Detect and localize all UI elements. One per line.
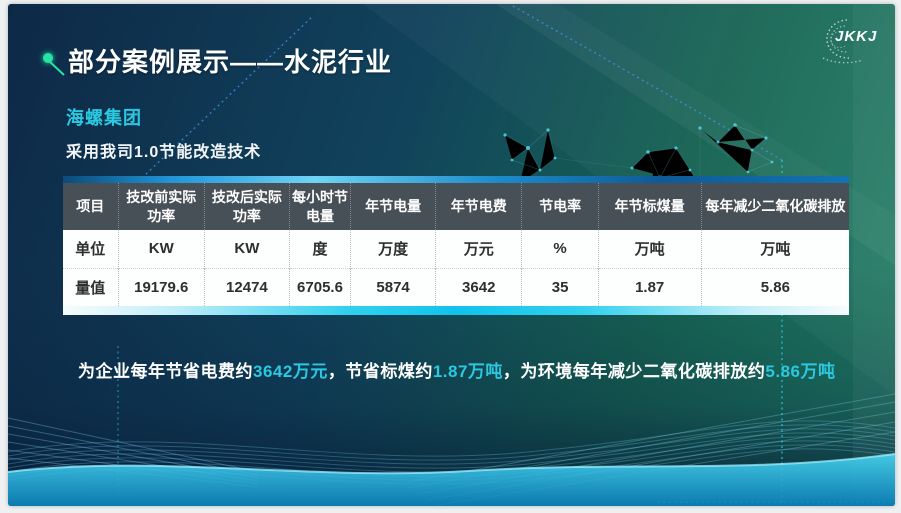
savings-table: 项目 技改前实际功率 技改后实际功率 每小时节电量 年节电量 年节电费 节电率 … [63,183,849,306]
wave-fan-left [8,417,259,488]
col-header: 技改前实际功率 [117,183,205,230]
table-cell: 6705.6 [288,267,351,306]
logo-swirl-icon [822,19,864,64]
wave-bright-band [8,454,895,506]
table-cell: 万吨 [700,230,849,268]
col-header: 每年减少二氧化碳排放 [700,183,849,230]
summary-segment: ，节省标煤约 [327,362,433,381]
table-cell: 5874 [350,267,436,306]
table-cell: 1.87 [597,267,702,306]
table-cell: 万吨 [597,230,702,268]
wave-mesh [8,420,895,485]
table-cell: 12474 [203,267,290,306]
col-header: 年节标煤量 [597,183,702,230]
table-cell: 3642 [435,267,522,306]
title-bullet-icon [43,53,53,63]
wave-highlight [8,453,895,475]
col-header: 技改后实际功率 [203,183,290,230]
table-cell: 35 [521,267,599,306]
table-cell: 度 [288,230,351,268]
col-header: 年节电量 [350,183,436,230]
client-name: 海螺集团 [66,108,142,128]
summary-segment: 为企业每年节省电费约 [78,362,253,381]
page-title: 部分案例展示——水泥行业 [68,47,393,77]
table-cell: 19179.6 [117,267,205,306]
table-header-row: 项目 技改前实际功率 技改后实际功率 每小时节电量 年节电量 年节电费 节电率 … [63,183,849,230]
summary-highlight: 5.86万吨 [765,362,836,381]
summary-segment: ，为环境每年减少二氧化碳排放约 [502,362,766,381]
slide-canvas: 部分案例展示——水泥行业 海螺集团 采用我司1.0节能改造技术 JKKJ 项目 [8,4,895,506]
table-cell: 5.86 [700,267,849,306]
savings-table-container: 项目 技改前实际功率 技改后实际功率 每小时节电量 年节电量 年节电费 节电率 … [63,176,849,315]
table-bottom-glow-bar [63,306,849,315]
row-label: 单位 [63,230,119,268]
table-cell: % [521,230,599,268]
technology-description: 采用我司1.0节能改造技术 [66,144,262,161]
wave-mesh-right [407,393,895,506]
background-right-band [853,4,895,506]
table-cell: KW [117,230,205,268]
summary-text: 为企业每年节省电费约3642万元，节省标煤约1.87万吨，为环境每年减少二氧化碳… [78,357,868,382]
company-logo: JKKJ [803,12,889,70]
col-header: 项目 [63,183,119,230]
col-header: 年节电费 [435,183,522,230]
summary-highlight: 3642万元 [253,362,328,381]
table-row-units: 单位 KW KW 度 万度 万元 % 万吨 万吨 [63,230,849,268]
dotted-diagonal-line [512,5,783,161]
summary-highlight: 1.87万吨 [432,362,503,381]
table-cell: KW [203,230,290,268]
col-header: 节电率 [521,183,599,230]
col-header: 每小时节电量 [288,183,351,230]
row-label: 量值 [63,267,119,306]
title-connector-line [48,60,65,76]
table-top-accent-bar [63,176,849,183]
logo-text: JKKJ [835,28,878,45]
table-cell: 万元 [435,230,522,268]
table-cell: 万度 [350,230,436,268]
table-row-values: 量值 19179.6 12474 6705.6 5874 3642 35 1.8… [63,267,849,306]
